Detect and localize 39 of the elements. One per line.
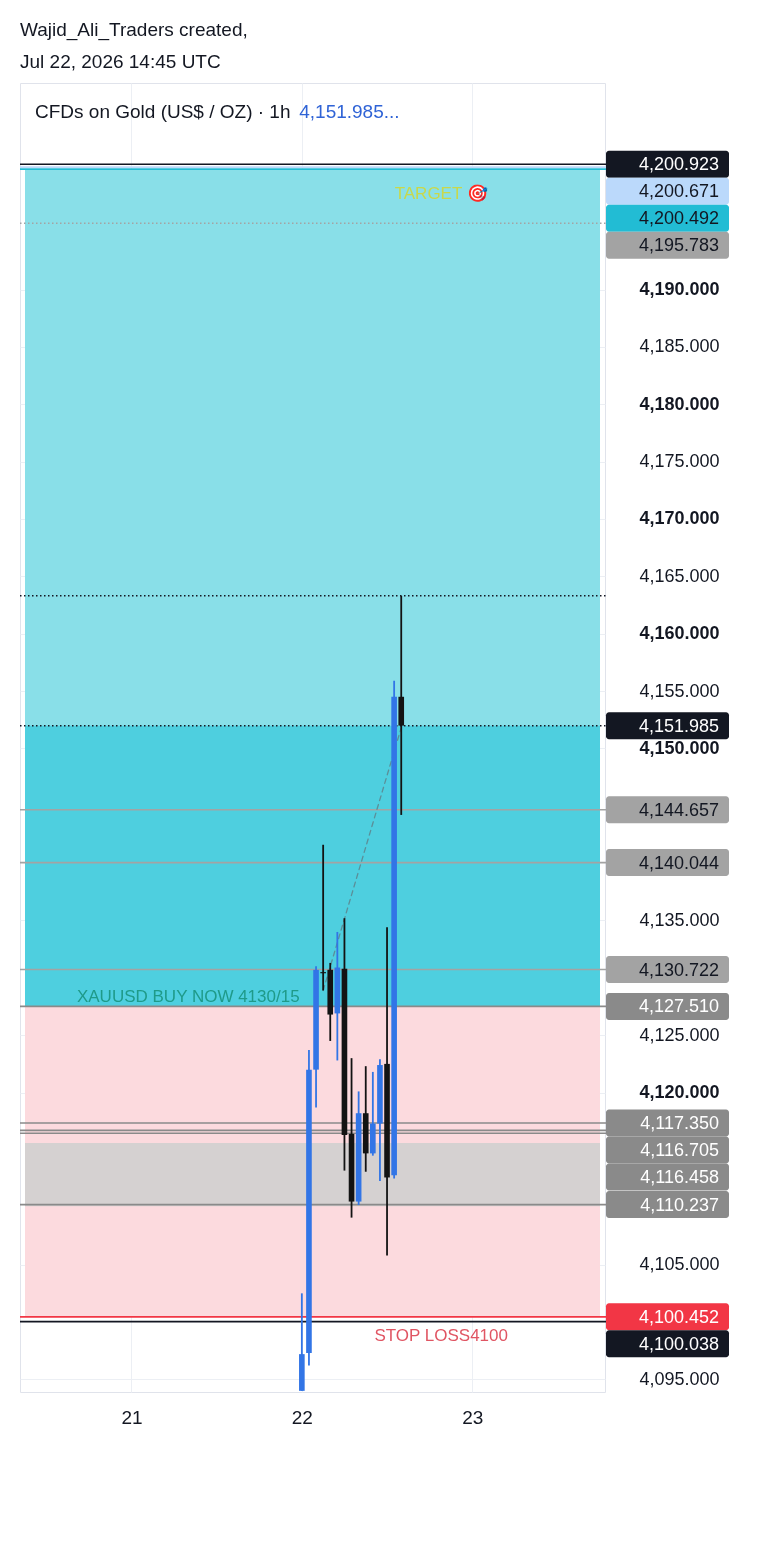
x-tick-label: 23 — [462, 1406, 484, 1428]
y-tick-label: 4,180.000 — [639, 393, 720, 414]
ref-line-label: 4,116.705 — [640, 1139, 719, 1160]
band-label: STOP LOSS4100 — [374, 1325, 508, 1345]
band-label: TARGET 🎯 — [394, 184, 488, 204]
y-tick-label: 4,135.000 — [639, 909, 720, 930]
text: CFDs on Gold (US$ / OZ) · 1h — [35, 101, 291, 122]
y-tick-label: 4,125.000 — [639, 1024, 720, 1045]
ref-line-label: 4,144.657 — [638, 799, 719, 820]
ref-line-label: 4,116.458 — [640, 1166, 719, 1187]
y-tick-label: 4,175.000 — [639, 451, 720, 472]
ref-line-label: 4,200.671 — [638, 181, 719, 202]
ref-line-label: 4,110.237 — [640, 1194, 719, 1215]
x-tick-label: 21 — [121, 1406, 143, 1428]
y-tick-label: 4,150.000 — [639, 737, 720, 758]
y-tick-label: 4,095.000 — [639, 1368, 720, 1389]
ref-line-label: 4,130.722 — [638, 959, 719, 980]
y-tick-label: 4,105.000 — [639, 1254, 720, 1275]
ref-line-label: 4,140.044 — [638, 852, 719, 873]
text: 4,151.985... — [299, 101, 400, 122]
y-tick-label: 4,155.000 — [639, 680, 720, 701]
y-tick-label: 4,160.000 — [639, 623, 720, 644]
ref-line-label: 4,100.038 — [638, 1333, 719, 1354]
y-tick-label: 4,120.000 — [639, 1082, 720, 1103]
y-tick-label: 4,185.000 — [639, 336, 720, 357]
ref-line-label: 4,127.510 — [638, 996, 719, 1017]
y-tick-label: 4,190.000 — [639, 279, 720, 299]
annotation: XAUUSD BUY NOW 4130/15 — [76, 986, 300, 1006]
ref-line-label: 4,151.985 — [638, 715, 719, 736]
ref-line-label: 4,200.923 — [638, 154, 719, 175]
ref-line-label: 4,195.783 — [638, 235, 719, 256]
x-tick-label: 22 — [291, 1406, 313, 1428]
text: Jul 22, 2026 14:45 UTC — [20, 51, 221, 72]
y-tick-label: 4,170.000 — [639, 508, 720, 529]
ref-line-label: 4,117.350 — [640, 1112, 719, 1133]
ref-line-label: 4,100.452 — [638, 1306, 719, 1327]
y-tick-label: 4,165.000 — [639, 565, 720, 586]
text: Wajid_Ali_Traders created, — [20, 19, 248, 41]
ref-line-label: 4,200.492 — [638, 208, 719, 229]
